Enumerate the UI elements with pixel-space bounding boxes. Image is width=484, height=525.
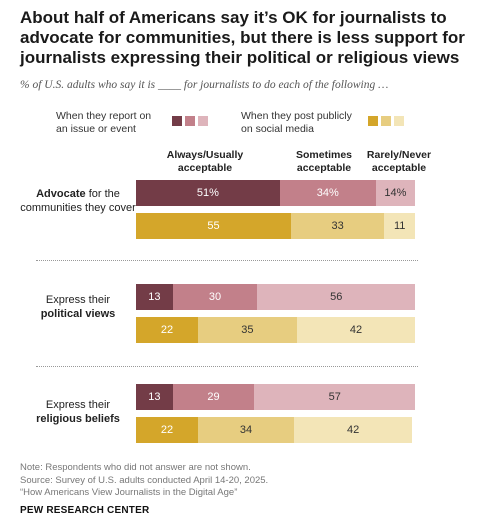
data-label: 56 <box>330 291 343 303</box>
row-label-religious: Express their religious beliefs <box>20 398 136 426</box>
bar-post-sometimes: 33 <box>291 213 385 239</box>
bar-post-always: 22 <box>136 317 199 343</box>
data-label: 29 <box>207 391 220 403</box>
bar-post-always: 22 <box>136 417 199 443</box>
legend-report-label: When they report on an issue or event <box>56 110 166 136</box>
column-header-always: Always/Usually acceptable <box>166 149 244 174</box>
data-label: 22 <box>160 324 174 336</box>
bar-post-rarely: 42 <box>293 417 413 443</box>
column-header-sometimes: Sometimes acceptable <box>295 149 353 174</box>
bar-report-sometimes: 30 <box>172 284 258 310</box>
bar-report-rarely: 57 <box>254 384 416 410</box>
row-label-religious-plain: Express their <box>45 399 111 411</box>
legend-report-swatch-rarely <box>198 116 208 126</box>
data-label: 13 <box>148 391 161 403</box>
legend-report-line2: an issue or event <box>56 123 136 135</box>
bar-post-rarely: 11 <box>384 213 416 239</box>
chart-title: About half of Americans say it’s OK for … <box>20 8 465 67</box>
bar-post-sometimes: 34 <box>198 417 294 443</box>
chart-subtitle: % of U.S. adults who say it is ____ for … <box>20 79 389 91</box>
legend-post-label: When they post publicly on social media <box>241 110 371 136</box>
bar-post-sometimes: 35 <box>198 317 297 343</box>
data-label: 13 <box>148 291 161 303</box>
legend-post-swatch-always <box>368 116 378 126</box>
row-label-religious-bold: religious beliefs <box>36 413 120 425</box>
data-label: 30 <box>208 291 222 303</box>
data-label: 14% <box>384 187 407 199</box>
bar-report-always: 13 <box>136 384 173 410</box>
legend-post-swatch-sometimes <box>381 116 391 126</box>
note-text: Note: Respondents who did not answer are… <box>20 462 251 473</box>
data-label: 42 <box>347 424 360 436</box>
data-label: 22 <box>160 424 174 436</box>
data-label: 34 <box>239 424 253 436</box>
bar-report-always: 51% <box>136 180 280 206</box>
data-label: 55 <box>207 220 220 232</box>
bar-report-rarely: 56 <box>257 284 416 310</box>
legend-post-swatch-rarely <box>394 116 404 126</box>
legend-report-swatch-sometimes <box>185 116 195 126</box>
row-label-advocate-rest: for the communities they cover <box>20 188 136 214</box>
source-text: Source: Survey of U.S. adults conducted … <box>20 475 269 486</box>
bar-report-sometimes: 29 <box>172 384 255 410</box>
bar-post-rarely: 42 <box>296 317 416 343</box>
bar-post-always: 55 <box>136 213 292 239</box>
row-label-political-bold: political views <box>40 308 116 320</box>
report-title-text: “How Americans View Journalists in the D… <box>20 487 238 498</box>
group-divider <box>36 260 418 261</box>
column-header-rarely: Rarely/Never acceptable <box>366 149 432 174</box>
pew-logo-text: PEW RESEARCH CENTER <box>20 505 150 516</box>
bar-report-rarely: 14% <box>375 180 416 206</box>
legend-report-swatch-always <box>172 116 182 126</box>
row-label-political: Express their political views <box>20 293 136 321</box>
data-label: 11 <box>393 220 406 232</box>
legend-post-line2: on social media <box>241 123 314 135</box>
data-label: 42 <box>349 324 363 336</box>
legend-report-line1: When they report on <box>56 110 152 122</box>
bar-report-sometimes: 34% <box>279 180 376 206</box>
data-label: 51% <box>196 187 219 199</box>
row-label-political-plain: Express their <box>45 294 111 306</box>
bar-report-always: 13 <box>136 284 173 310</box>
row-label-advocate: Advocate for the communities they cover <box>20 187 136 215</box>
row-label-advocate-bold: Advocate <box>36 188 86 200</box>
legend-post-line1: When they post publicly <box>241 110 352 122</box>
group-divider <box>36 366 418 367</box>
data-label: 57 <box>328 391 341 403</box>
data-label: 34% <box>316 187 339 199</box>
data-label: 35 <box>241 324 254 336</box>
data-label: 33 <box>331 220 344 232</box>
